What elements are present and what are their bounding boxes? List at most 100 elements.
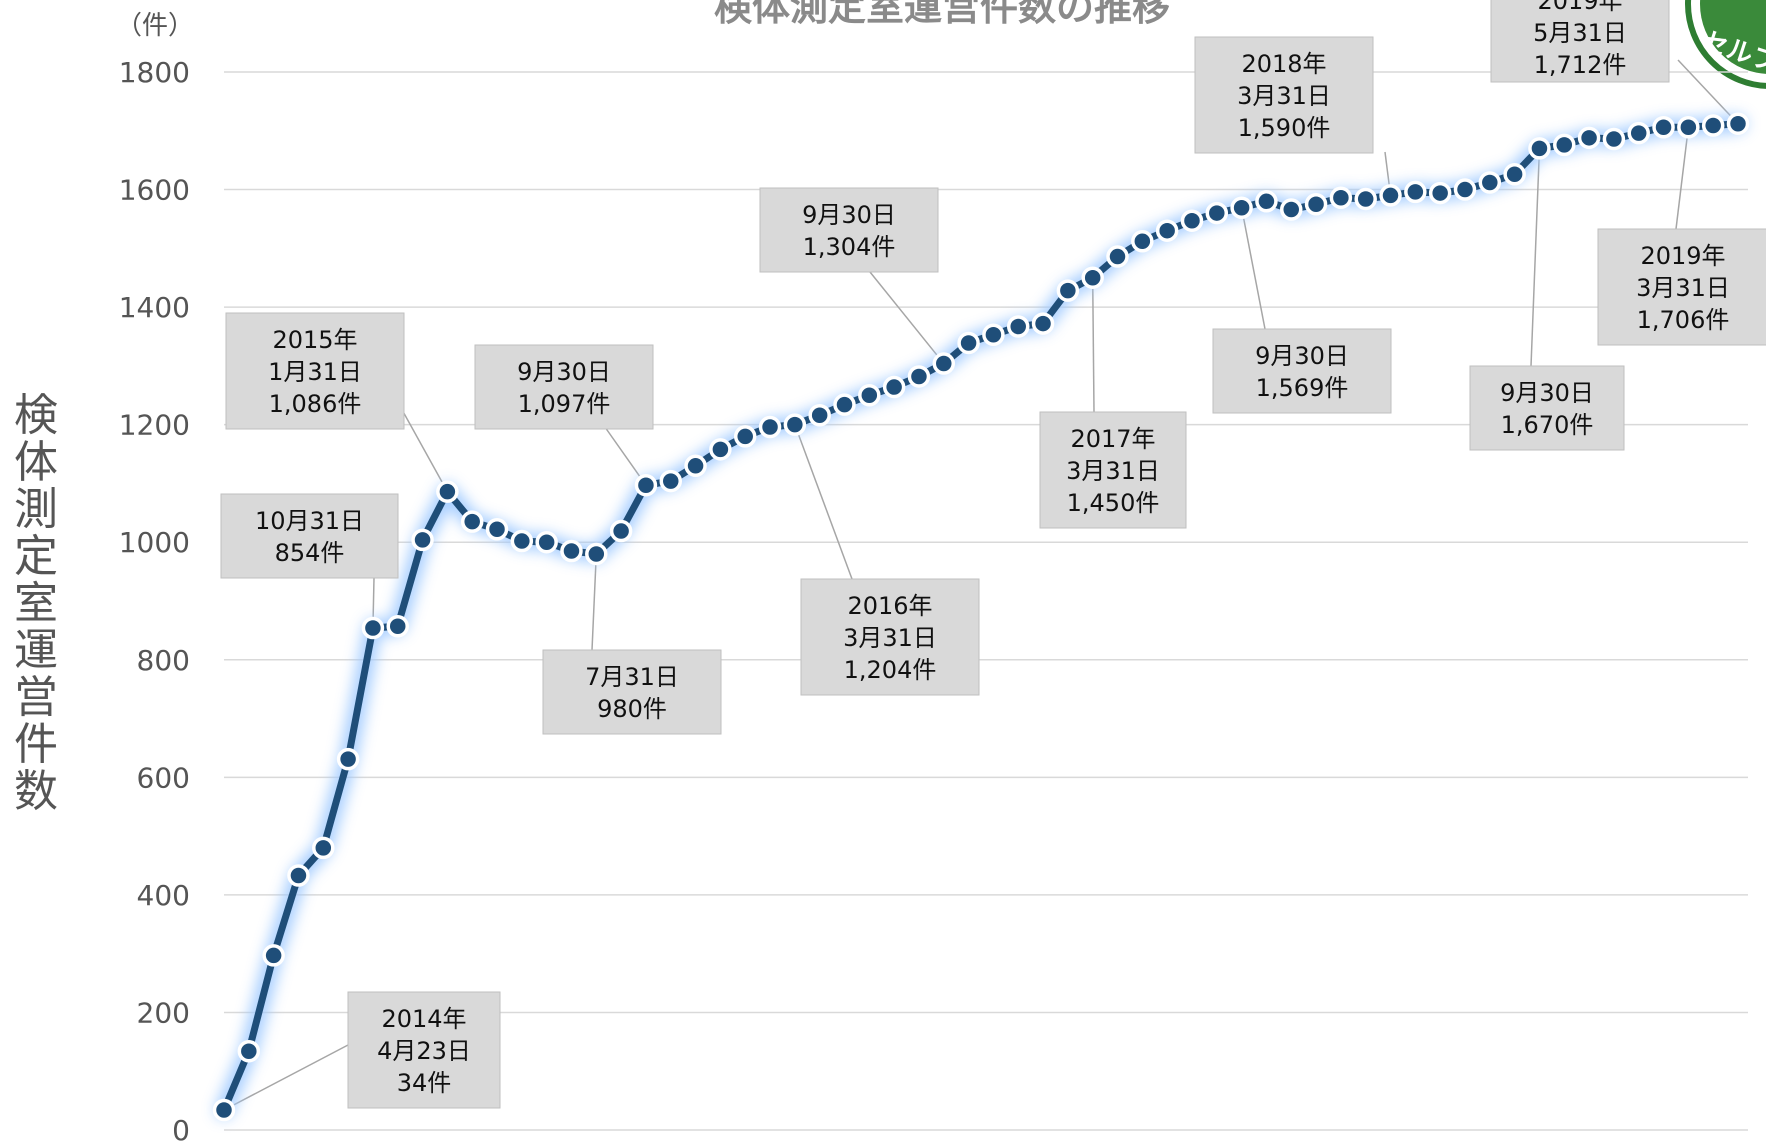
logo-badge (1700, 0, 1766, 74)
data-point (262, 944, 285, 967)
y-tick-label: 1200 (119, 409, 190, 442)
callout-box (1194, 36, 1374, 154)
callout-box (347, 991, 501, 1109)
callout-label: 10月31日 (255, 507, 364, 535)
callout-leader (869, 271, 945, 365)
callout-label: 980件 (597, 695, 667, 723)
data-point (1404, 180, 1427, 204)
callout-label: 2019年 (1640, 242, 1725, 270)
y-tick-labels: 0 200 400 600 800 1000 1200 1400 1600 1800 (119, 56, 190, 1142)
y-axis-label-char: 数 (14, 766, 58, 817)
data-point (1279, 198, 1303, 221)
data-point (1577, 126, 1601, 150)
callout-box (800, 578, 980, 696)
callout: 9月30日 1,304件 (759, 187, 939, 273)
y-tick-label: 1000 (119, 526, 190, 559)
callout-leader (599, 419, 647, 486)
y-tick-label: 400 (137, 879, 190, 912)
callout-label: 9月30日 (802, 201, 896, 229)
callout-box (1597, 228, 1766, 346)
data-point (1602, 127, 1626, 151)
data-point (585, 542, 608, 566)
data-point (907, 365, 931, 388)
callout-label: 2019年 (1537, 0, 1622, 15)
data-point (287, 864, 310, 887)
callout: 2016年 3月31日 1,204件 (800, 578, 980, 696)
callout-label: 34件 (397, 1069, 452, 1097)
data-point (560, 539, 583, 563)
data-point (808, 404, 831, 427)
data-point (336, 747, 360, 771)
data-point (436, 480, 459, 503)
callout-leader (1240, 207, 1266, 330)
callout-label: 9月30日 (1500, 379, 1594, 407)
data-point (609, 519, 633, 543)
series-line-path (220, 120, 1742, 1114)
callout-leader (1675, 127, 1690, 230)
data-point (684, 454, 707, 478)
y-axis-label-char: 室 (14, 578, 58, 629)
callout-leader-lines (223, 59, 1739, 1111)
data-point (212, 1098, 236, 1122)
callout-box (474, 344, 654, 430)
callout-box (1490, 0, 1670, 83)
callout-leader (1530, 148, 1541, 367)
callout-label: 1,712件 (1534, 51, 1627, 79)
data-point (659, 469, 683, 493)
callout: 9月30日 1,670件 (1469, 365, 1625, 451)
callout-leader (1677, 59, 1739, 125)
callout-label: 1,304件 (803, 233, 896, 261)
data-point (1652, 116, 1675, 139)
series-points (212, 112, 1750, 1122)
data-point (1701, 114, 1725, 137)
callout-box (1039, 411, 1187, 529)
data-point (1503, 163, 1526, 186)
y-tick-label: 0 (172, 1114, 190, 1142)
series-line (215, 114, 1747, 1119)
callout-label: 2017年 (1070, 425, 1155, 453)
data-point (932, 352, 956, 375)
data-point (1726, 112, 1750, 135)
callout-label: 1,670件 (1501, 411, 1594, 439)
data-point (386, 615, 409, 638)
callouts: 2014年 4月23日 34件 10月31日 854件 2015年 1月31日 1,086件 7… (220, 0, 1766, 1109)
y-axis-label-char: 営 (14, 672, 58, 723)
y-axis-label-char: 運 (14, 625, 58, 676)
data-point (1131, 230, 1154, 253)
callout-leader (223, 1044, 349, 1111)
callout-box (225, 312, 405, 430)
callout-label: 1,450件 (1067, 489, 1160, 517)
y-axis-label-char: 定 (14, 531, 58, 582)
callout: 2014年 4月23日 34件 (347, 991, 501, 1109)
callout-label: 9月30日 (517, 358, 611, 386)
callout: 10月31日 854件 (220, 493, 399, 579)
y-tick-label: 1800 (119, 56, 190, 89)
callout-leader (1091, 277, 1095, 413)
data-point (361, 616, 385, 640)
callout-label: 854件 (275, 539, 345, 567)
callout-box (1469, 365, 1625, 451)
callout-label: 7月31日 (585, 663, 679, 691)
data-point (312, 836, 335, 860)
data-point (237, 1039, 261, 1063)
callout: 2018年 3月31日 1,590件 (1194, 36, 1374, 154)
callout-box (1212, 328, 1392, 414)
data-point (634, 473, 658, 497)
y-tick-label: 200 (137, 996, 190, 1029)
callout-box (759, 187, 939, 273)
callout: 7月31日 980件 (542, 649, 722, 735)
data-point (1304, 193, 1328, 216)
callout: 9月30日 1,569件 (1212, 328, 1392, 414)
data-point (733, 425, 757, 448)
callout-label: 2018年 (1241, 50, 1326, 78)
data-point (1528, 137, 1551, 160)
callout-label: 9月30日 (1255, 342, 1349, 370)
data-point (1255, 190, 1278, 213)
data-point (485, 518, 509, 541)
data-point (1478, 171, 1502, 194)
data-point (411, 528, 434, 552)
data-point (858, 384, 881, 407)
callout-label: 1,569件 (1256, 374, 1349, 402)
callout-box (220, 493, 399, 579)
